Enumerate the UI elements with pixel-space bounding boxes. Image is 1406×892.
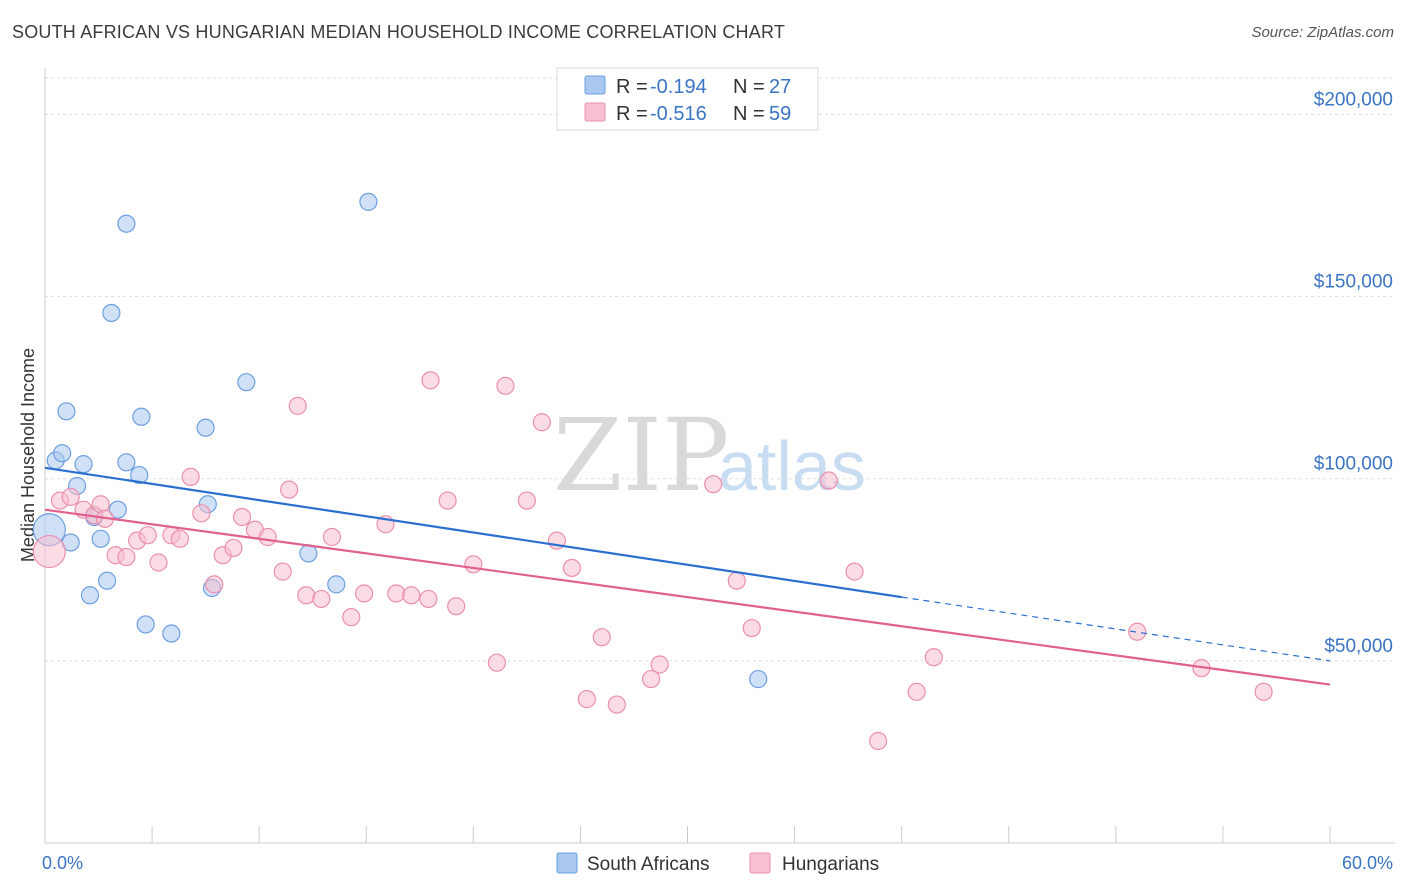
hungarian-point	[192, 504, 211, 523]
hungarian-point	[288, 396, 307, 415]
hungarian-point	[181, 467, 200, 486]
hungarian-point	[280, 480, 299, 499]
hungarian-point	[32, 534, 66, 569]
hungarian-point	[819, 471, 838, 490]
hungarian-point	[532, 413, 551, 432]
legend-n-value: 59	[769, 103, 791, 125]
chart-title: SOUTH AFRICAN VS HUNGARIAN MEDIAN HOUSEH…	[12, 22, 786, 42]
hungarian-point	[205, 575, 224, 594]
hungarian-point	[342, 608, 361, 627]
bottom-legend-label: Hungarians	[782, 854, 879, 875]
legend-r-value: -0.516	[650, 103, 707, 125]
hungarian-point	[170, 529, 190, 548]
south-african-trend-line	[44, 466, 902, 599]
legend-swatch	[584, 102, 606, 122]
south-african-point	[749, 669, 768, 689]
hungarian-point	[592, 628, 611, 647]
south-african-point	[237, 373, 256, 392]
south-african-point	[136, 615, 155, 634]
hungarian-point	[297, 586, 316, 605]
y-tick-label: $200,000	[1314, 89, 1393, 110]
south-african-point	[98, 571, 117, 590]
hungarian-point	[232, 507, 252, 527]
bottom-legend-swatch	[749, 852, 771, 874]
hungarian-point	[562, 558, 581, 578]
south-african-point	[327, 575, 346, 594]
y-tick-label: $100,000	[1314, 454, 1393, 475]
south-african-point	[53, 444, 72, 463]
x-tick-label-min: 0.0%	[42, 853, 83, 873]
south-african-trend-extension	[901, 596, 1331, 662]
hungarian-point	[1254, 682, 1273, 701]
south-african-point	[102, 303, 121, 323]
hungarian-point	[224, 538, 243, 558]
south-african-point	[117, 214, 136, 233]
hungarian-trend-line	[44, 508, 1331, 686]
hungarian-point	[447, 597, 466, 616]
hungarian-point	[402, 586, 421, 605]
hungarian-point	[258, 527, 277, 547]
hungarian-point	[438, 491, 457, 510]
hungarian-point	[464, 555, 483, 574]
hungarian-point	[727, 571, 746, 590]
legend-n-label: N =	[733, 103, 765, 125]
legend-r-label: R =	[616, 103, 648, 125]
hungarian-point	[641, 669, 661, 689]
legend-n-label: N =	[733, 76, 765, 98]
south-african-point	[359, 192, 378, 211]
legend-r-label: R =	[616, 76, 648, 98]
south-african-point	[132, 407, 151, 426]
hungarian-point	[907, 682, 926, 701]
hungarian-point	[355, 584, 374, 603]
legend-n-value: 27	[769, 76, 791, 98]
hungarian-point	[845, 562, 864, 581]
hungarian-point	[273, 562, 292, 581]
y-tick-label: $50,000	[1324, 636, 1393, 657]
x-tick-label-max: 60.0%	[1342, 853, 1393, 873]
hungarian-point	[1128, 622, 1147, 641]
hungarian-point	[742, 618, 761, 638]
hungarian-point	[322, 527, 342, 547]
hungarian-point	[924, 648, 943, 667]
hungarian-point	[312, 589, 331, 609]
watermark-atlas: atlas	[718, 427, 866, 505]
hungarian-point	[487, 653, 506, 672]
legend-r-value: -0.194	[650, 76, 707, 98]
y-axis-label: Median Household Income	[18, 348, 38, 562]
hungarian-point	[117, 547, 136, 567]
hungarian-point	[607, 695, 626, 714]
south-african-point	[80, 586, 100, 605]
hungarian-point	[421, 371, 440, 390]
hungarian-point	[61, 487, 80, 507]
hungarian-point	[387, 584, 406, 603]
watermark-zip: ZIP	[553, 397, 729, 514]
hungarian-point	[650, 655, 669, 674]
south-african-point	[91, 529, 110, 548]
south-african-point	[117, 453, 136, 472]
bottom-legend-swatch	[556, 852, 578, 874]
source-label: Source: ZipAtlas.com	[1251, 24, 1394, 41]
hungarian-point	[419, 589, 438, 609]
hungarian-point	[869, 731, 888, 751]
y-tick-label: $150,000	[1314, 272, 1393, 293]
south-african-point	[108, 500, 127, 519]
south-african-point	[74, 455, 93, 474]
south-african-point	[196, 418, 215, 437]
legend-swatch	[584, 75, 606, 95]
hungarian-point	[517, 491, 536, 510]
south-african-point	[130, 465, 149, 485]
hungarian-point	[149, 553, 168, 572]
south-african-point	[57, 402, 76, 421]
hungarian-point	[138, 526, 157, 545]
bottom-legend-label: South Africans	[587, 854, 710, 875]
south-african-point	[162, 624, 181, 643]
hungarian-point	[496, 376, 515, 395]
hungarian-point	[577, 690, 596, 709]
hungarian-point	[704, 475, 723, 494]
